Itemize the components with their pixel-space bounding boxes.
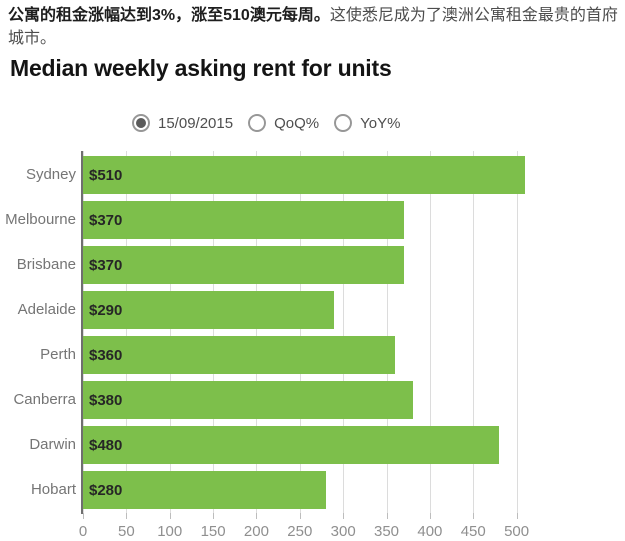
category-label-adelaide: Adelaide — [17, 301, 76, 318]
bar-darwin: $480 — [83, 426, 500, 464]
bar-value-label: $510 — [89, 166, 123, 184]
y-axis-line — [81, 151, 83, 514]
category-axis-labels: Sydney Melbourne Brisbane Adelaide Perth Canb… — [0, 151, 76, 513]
tick-mark-0 — [83, 513, 84, 519]
radio-label: YoY% — [360, 114, 401, 132]
tick-mark-200 — [256, 513, 258, 519]
category-label-brisbane: Brisbane — [16, 256, 76, 273]
tick-mark-400 — [429, 513, 431, 519]
category-label-canberra: Canberra — [13, 391, 76, 408]
gridline-150 — [213, 151, 215, 513]
period-radio-group: 15/09/2015 QoQ% YoY% — [132, 111, 400, 135]
bar-perth: $360 — [83, 336, 396, 374]
bar-value-label: $370 — [89, 211, 123, 229]
category-label-melbourne: Melbourne — [5, 211, 76, 228]
radio-label: QoQ% — [274, 114, 320, 132]
radio-label: 15/09/2015 — [158, 114, 234, 132]
gridline-300 — [343, 151, 345, 513]
radio-option-qoq[interactable]: QoQ% — [248, 114, 319, 132]
bar-value-label: $280 — [89, 481, 123, 499]
x-tick-label: 0 — [78, 523, 88, 540]
category-label-darwin: Darwin — [29, 436, 76, 453]
gridline-400 — [429, 151, 431, 513]
x-tick-label: 200 — [243, 523, 269, 540]
x-tick-label: 350 — [374, 523, 400, 540]
bar-canberra: $380 — [83, 381, 413, 419]
gridline-500 — [516, 151, 518, 513]
bar-value-label: $290 — [89, 301, 123, 319]
gridline-0 — [83, 151, 84, 513]
bar-chart: Sydney Melbourne Brisbane Adelaide Perth Canb… — [0, 145, 625, 541]
x-tick-label: 100 — [157, 523, 183, 540]
bar-hobart: $280 — [83, 471, 326, 509]
gridline-50 — [126, 151, 128, 513]
gridline-100 — [169, 151, 171, 513]
intro-paragraph: 公寓的租金涨幅达到3%，涨至510澳元每周。这使悉尼成为了澳洲公寓租金最贵的首府… — [8, 4, 620, 50]
tick-mark-100 — [169, 513, 171, 519]
bar-value-label: $480 — [89, 436, 123, 454]
chart-title: Median weekly asking rent for units — [10, 55, 392, 81]
tick-mark-300 — [343, 513, 345, 519]
bar-melbourne: $370 — [83, 201, 404, 239]
tick-mark-500 — [516, 513, 518, 519]
intro-sentence-highlight: 公寓的租金涨幅达到3%，涨至510澳元每周。 — [8, 7, 330, 24]
gridline-200 — [256, 151, 258, 513]
radio-option-15-09-2015[interactable]: 15/09/2015 — [132, 114, 233, 132]
tick-mark-250 — [299, 513, 301, 519]
x-tick-label: 400 — [417, 523, 443, 540]
category-label-sydney: Sydney — [25, 166, 76, 183]
x-tick-label: 450 — [460, 523, 486, 540]
x-tick-label: 500 — [504, 523, 530, 540]
tick-mark-50 — [126, 513, 128, 519]
gridline-250 — [299, 151, 301, 513]
category-label-perth: Perth — [40, 346, 76, 363]
plot-area: 0 50 100 150 200 250 300 350 400 450 500 $510 $370 $3… — [79, 151, 529, 540]
bar-value-label: $370 — [89, 256, 123, 274]
x-tick-label: 50 — [118, 523, 135, 540]
gridline-350 — [386, 151, 388, 513]
bar-adelaide: $290 — [83, 291, 335, 329]
bar-value-label: $380 — [89, 391, 123, 409]
gridline-450 — [473, 151, 475, 513]
radio-option-yoy[interactable]: YoY% — [334, 114, 400, 132]
x-tick-label: 300 — [330, 523, 356, 540]
radio-icon — [334, 114, 353, 132]
x-tick-label: 150 — [200, 523, 226, 540]
tick-mark-150 — [213, 513, 215, 519]
intro-sentence-rest: 这使悉尼成为了澳洲公寓租金最贵的首府城市。 — [8, 7, 618, 47]
bar-value-label: $360 — [89, 346, 123, 364]
x-tick-label: 250 — [287, 523, 313, 540]
tick-mark-350 — [386, 513, 388, 519]
radio-icon — [132, 114, 150, 132]
tick-mark-450 — [473, 513, 475, 519]
bar-sydney: $510 — [83, 156, 526, 194]
radio-icon — [248, 114, 267, 132]
bar-brisbane: $370 — [83, 246, 404, 284]
category-label-hobart: Hobart — [30, 481, 76, 498]
